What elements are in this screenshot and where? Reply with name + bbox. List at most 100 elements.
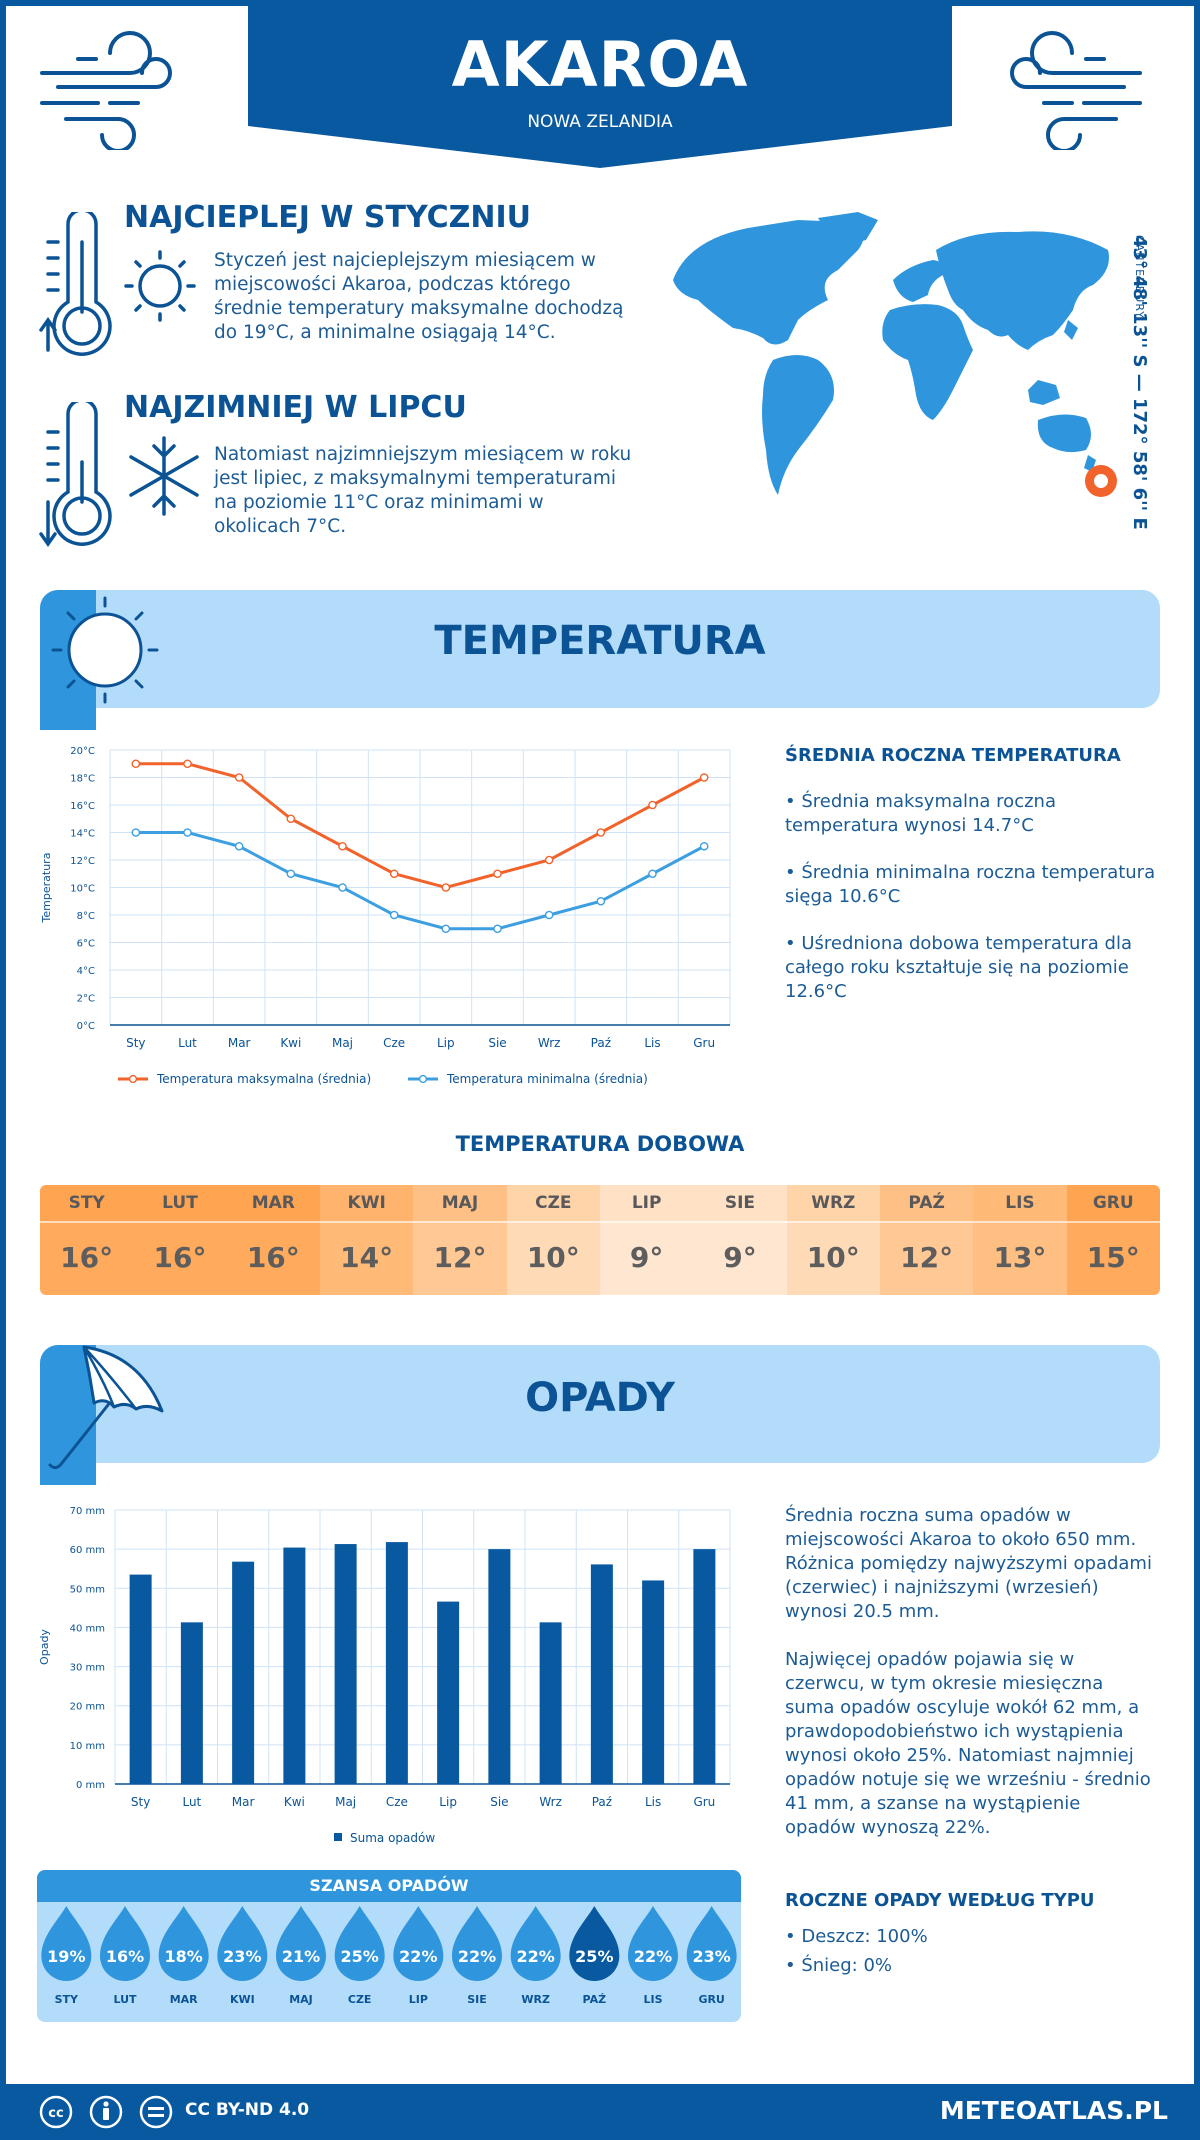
daily-temp-column: WRZ 10° — [786, 1185, 880, 1295]
x-tick-label: Gru — [693, 1795, 715, 1809]
temperature-title: TEMPERATURA — [434, 618, 766, 664]
world-map — [673, 212, 1117, 497]
y-axis-label: Temperatura — [40, 853, 53, 924]
chance-value: 23% — [693, 1947, 731, 1966]
chance-month: LUT — [113, 1993, 137, 2006]
x-tick-label: Kwi — [284, 1795, 305, 1809]
daily-temp-value: 13° — [973, 1221, 1067, 1295]
daily-temp-column: GRU 15° — [1066, 1185, 1160, 1295]
y-axis-label: Opady — [38, 1629, 51, 1665]
daily-month-label: GRU — [1066, 1185, 1160, 1221]
daily-temp-value: 10° — [786, 1221, 880, 1295]
y-tick-label: 30 mm — [70, 1663, 105, 1674]
raindrop-icon — [217, 1906, 268, 1981]
chance-month: GRU — [698, 1993, 724, 2006]
daily-month-label: KWI — [319, 1185, 414, 1221]
daily-temp-value: 15° — [1066, 1221, 1160, 1295]
legend-label: Temperatura maksymalna (średnia) — [156, 1072, 371, 1086]
chance-month: CZE — [348, 1993, 372, 2006]
precip-bar — [437, 1601, 460, 1784]
daily-temp-table: STY 16° LUT 16° MAR 16° KWI 14° MAJ 12° CZE 10° LIP 9… — [40, 1185, 1160, 1295]
chance-value: 22% — [517, 1947, 555, 1966]
raindrop-icon — [628, 1906, 678, 1981]
bullet-line: • Uśredniona dobowa temperatura dla — [785, 933, 1133, 954]
chance-month: MAR — [170, 1993, 198, 2006]
daily-month-label: STY — [40, 1185, 134, 1221]
precip-line: opadów notuje się we wrześniu - średnio — [785, 1769, 1151, 1790]
chance-month: LIS — [643, 1993, 662, 2006]
data-point — [493, 924, 502, 934]
precip-bar — [180, 1622, 203, 1784]
bullet-line: • Średnia maksymalna roczna — [785, 791, 1056, 812]
sun-icon — [40, 590, 159, 730]
precip-line: miejscowości Akaroa to około 650 mm. — [785, 1529, 1137, 1550]
daily-temp-column: STY 16° — [40, 1185, 134, 1295]
x-tick-label: Sty — [126, 1036, 145, 1050]
data-point — [286, 814, 296, 824]
chance-value: 22% — [399, 1947, 437, 1966]
warmest-line: do 19°C, a minimalne osiągają 14°C. — [214, 322, 556, 343]
thermometer-warm-icon — [39, 212, 196, 356]
daily-month-label: LUT — [133, 1185, 227, 1221]
daily-month-label: CZE — [506, 1185, 600, 1221]
x-tick-label: Sty — [131, 1795, 150, 1809]
daily-temp-column: LIP 9° — [599, 1185, 694, 1295]
x-tick-label: Lis — [645, 1795, 661, 1809]
precip-chance-panel: SZANSA OPADÓW 19% STY 16% LUT 18% MAR 23% KWI 21… — [37, 1870, 741, 2022]
precip-line: opadów wynoszą 22%. — [785, 1817, 991, 1838]
daily-temp-value: 16° — [226, 1221, 320, 1295]
header-banner — [248, 0, 952, 168]
raindrop-icon — [276, 1906, 326, 1981]
daily-month-label: SIE — [693, 1185, 787, 1221]
site-link[interactable]: METEOATLAS.PL — [939, 2096, 1168, 2125]
x-tick-label: Lut — [178, 1036, 197, 1050]
temperature-band — [40, 590, 1160, 708]
y-tick-label: 0°C — [77, 1021, 95, 1032]
precip-line: prawdopodobieństwo ich wystąpienia — [785, 1721, 1124, 1742]
warmest-line: średnie temperatury maksymalne dochodzą — [214, 298, 624, 319]
coldest-line: okolicach 7°C. — [214, 516, 347, 537]
warmest-line: Styczeń jest najcieplejszym miesiącem w — [214, 250, 596, 271]
city-title: AKAROA — [451, 28, 749, 101]
raindrop-icon — [334, 1906, 385, 1981]
x-tick-label: Mar — [232, 1795, 255, 1809]
y-tick-label: 12°C — [70, 856, 95, 867]
daily-temp-column: KWI 14° — [319, 1185, 414, 1295]
precip-types: • Deszcz: 100% • Śnieg: 0% — [785, 1922, 928, 1980]
precip-type-snow: • Śnieg: 0% — [785, 1955, 893, 1976]
precip-line: Różnica pomiędzy najwyższymi opadami — [785, 1553, 1152, 1574]
y-tick-label: 16°C — [70, 801, 95, 812]
x-tick-label: Wrz — [539, 1795, 562, 1809]
chance-value: 21% — [282, 1947, 320, 1966]
svg-text:cc: cc — [48, 2106, 63, 2121]
chance-month: KWI — [230, 1993, 255, 2006]
country-subtitle: NOWA ZELANDIA — [527, 112, 673, 132]
y-tick-label: 20 mm — [70, 1702, 105, 1713]
x-tick-label: Lis — [644, 1036, 660, 1050]
chance-month: MAJ — [289, 1993, 313, 2006]
precip-line: (czerwiec) i najniższymi (wrzesień) — [785, 1577, 1099, 1598]
y-tick-label: 70 mm — [70, 1506, 105, 1517]
precip-line: Najwięcej opadów pojawia się w — [785, 1649, 1075, 1670]
y-tick-label: 60 mm — [70, 1545, 105, 1556]
daily-temp-column: CZE 10° — [506, 1185, 600, 1295]
daily-month-label: LIS — [973, 1185, 1067, 1221]
data-point — [131, 759, 141, 769]
precip-line: Średnia roczna suma opadów w — [785, 1505, 1071, 1526]
chance-month: PAŹ — [583, 1993, 607, 2006]
daily-temp-value: 9° — [693, 1221, 787, 1295]
chance-value: 25% — [341, 1947, 379, 1966]
bullet-line: sięga 10.6°C — [785, 886, 901, 907]
series-line — [135, 831, 705, 931]
data-point — [648, 800, 657, 810]
precip-bar — [385, 1542, 408, 1784]
coldest-text: Natomiast najzimniejszym miesiącem w rok… — [214, 443, 631, 539]
legend-label: Suma opadów — [350, 1831, 435, 1845]
chance-value: 22% — [458, 1947, 496, 1966]
chance-value: 23% — [223, 1947, 261, 1966]
chance-month: STY — [55, 1993, 79, 2006]
data-point — [648, 869, 657, 879]
precip-details: Najwięcej opadów pojawia się w czerwcu, … — [785, 1648, 1151, 1840]
